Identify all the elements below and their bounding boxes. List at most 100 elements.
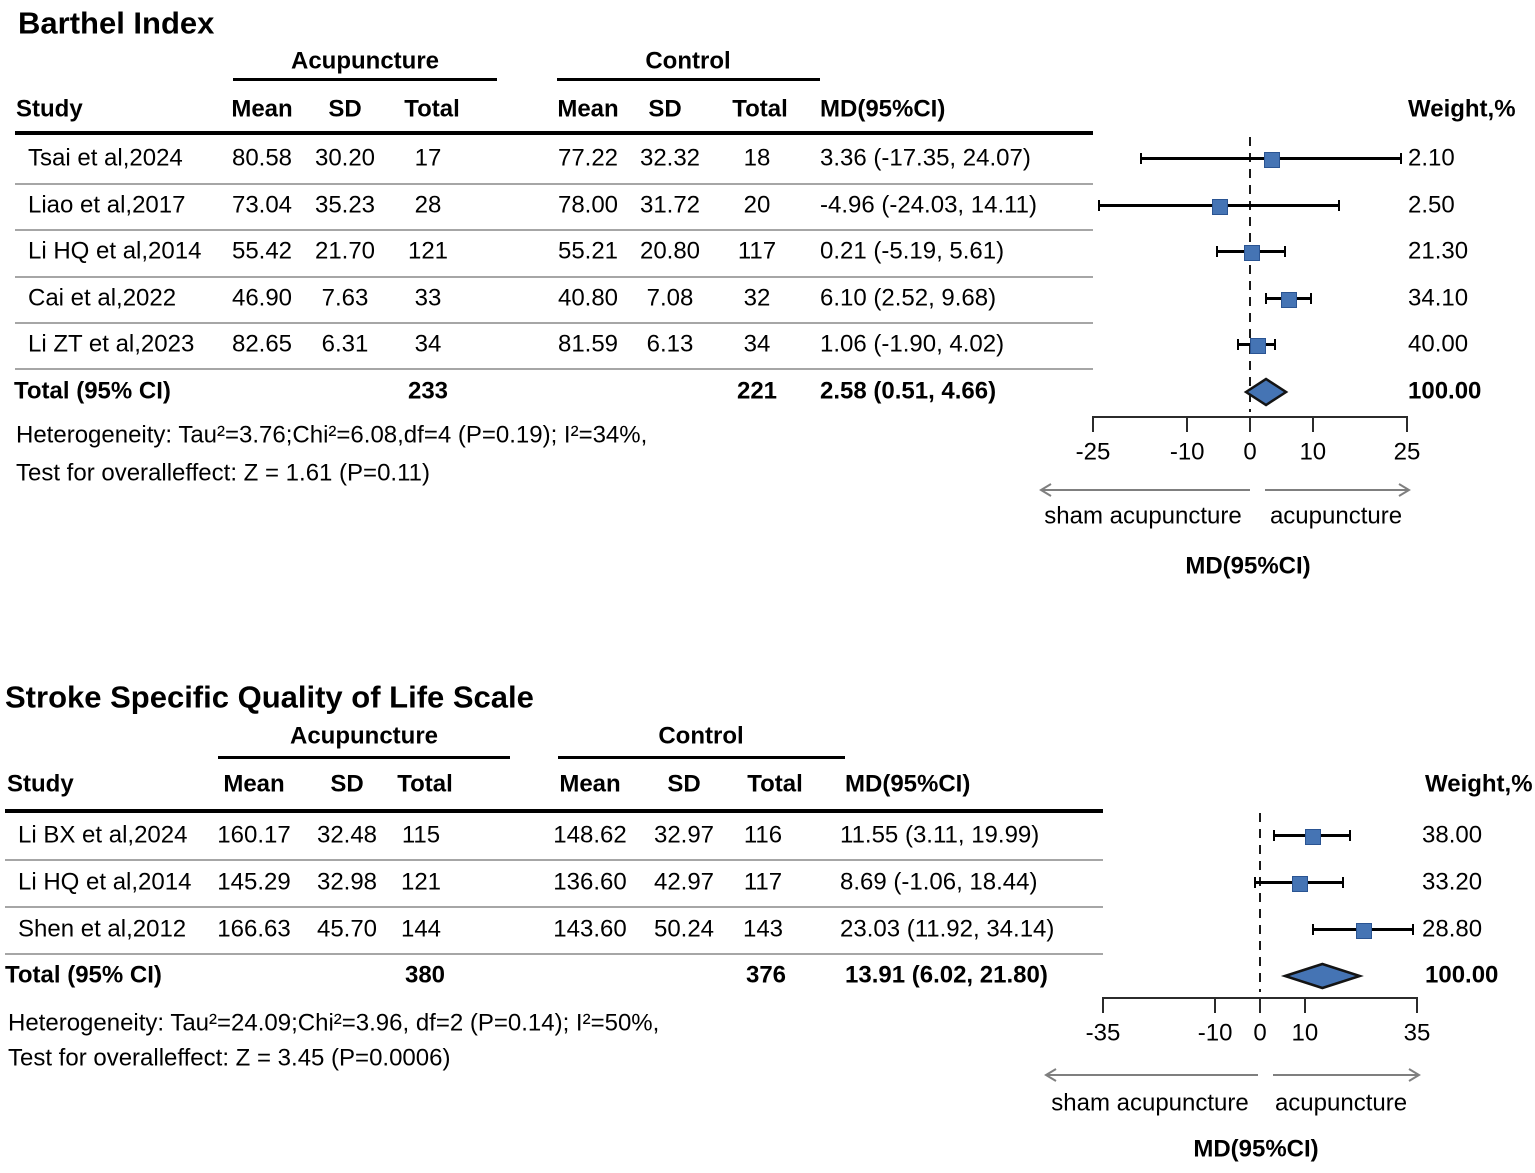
cell-acupuncture-mean: 73.04 [231,191,293,219]
col-header-acu-mean: Mean [231,95,293,123]
right-direction-label: acupuncture [1274,1089,1408,1117]
axis-tick-label: -25 [1075,438,1111,466]
axis-tick [1406,416,1408,432]
direction-arrows [1039,483,1411,497]
cell-acupuncture-mean: 82.65 [231,330,293,358]
total-diamond [1243,377,1289,407]
axis-tick-label: 25 [1393,438,1421,466]
axis-tick-label: -10 [1169,438,1205,466]
cell-md-ci: 3.36 (-17.35, 24.07) [820,144,1031,172]
row-separator [15,368,1093,370]
axis-title: MD(95%CI) [1193,1135,1319,1163]
cell-weight: 34.10 [1408,284,1469,312]
row-separator [15,322,1093,324]
cell-study: Tsai et al,2024 [28,144,183,172]
direction-arrows [1044,1068,1421,1082]
overall-effect-text: Test for overalleffect: Z = 1.61 (P=0.11… [16,459,430,487]
ci-cap-left [1312,924,1315,935]
col-header-acu-total: Total [397,770,453,798]
cell-acupuncture-total: 121 [407,237,449,265]
col-header-ctl-mean: Mean [557,95,619,123]
col-header-md-ci: MD(95%CI) [845,770,971,798]
cell-acupuncture-mean: 160.17 [217,821,291,849]
cell-acupuncture-total: 144 [400,915,442,943]
cell-control-mean: 136.60 [553,868,627,896]
total-weight: 100.00 [1425,961,1499,989]
ci-cap-left [1140,153,1143,164]
cell-control-mean: 143.60 [553,915,627,943]
cell-weight: 33.20 [1422,868,1483,896]
cell-md-ci: -4.96 (-24.03, 14.11) [820,191,1038,219]
cell-acupuncture-total: 28 [414,191,442,219]
axis-title: MD(95%CI) [1185,552,1311,580]
col-header-acu-sd: SD [328,95,362,123]
cell-control-mean: 148.62 [553,821,627,849]
ci-cap-left [1272,830,1275,841]
cell-study: Cai et al,2022 [28,284,177,312]
cell-md-ci: 23.03 (11.92, 34.14) [840,915,1055,943]
cell-acupuncture-total: 33 [414,284,442,312]
ci-cap-right [1400,153,1403,164]
cell-control-total: 20 [743,191,771,219]
cell-acupuncture-sd: 21.70 [314,237,376,265]
cell-weight: 21.30 [1408,237,1469,265]
group-underline-acupuncture [233,78,497,81]
row-separator [15,276,1093,278]
row-separator [5,906,1103,908]
cell-control-sd: 20.80 [639,237,701,265]
cell-study: Li HQ et al,2014 [18,868,192,896]
total-md-ci: 2.58 (0.51, 4.66) [820,377,997,405]
group-header-acupuncture: Acupuncture [289,722,439,750]
cell-acupuncture-total: 34 [414,330,442,358]
cell-md-ci: 11.55 (3.11, 19.99) [840,821,1040,849]
total-row-label: Total (95% CI) [14,377,171,405]
col-header-study: Study [7,770,74,798]
cell-control-total: 143 [742,915,784,943]
effect-square [1211,199,1228,215]
col-header-ctl-total: Total [732,95,788,123]
ci-cap-right [1309,293,1312,304]
cell-weight: 28.80 [1422,915,1483,943]
cell-study: Li BX et al,2024 [18,821,188,849]
cell-acupuncture-mean: 55.42 [231,237,293,265]
group-underline-acupuncture [218,756,510,759]
col-header-md-ci: MD(95%CI) [820,95,946,123]
ci-cap-left [1237,339,1240,350]
row-separator [5,859,1103,861]
cell-acupuncture-mean: 145.29 [217,868,291,896]
total-control-n: 376 [745,961,787,989]
axis-tick-label: 0 [1243,438,1257,466]
axis-tick [1303,997,1306,1013]
left-direction-label: sham acupuncture [1044,502,1242,530]
cell-control-sd: 7.08 [646,284,694,312]
effect-square [1304,829,1321,845]
cell-weight: 2.50 [1408,191,1455,219]
col-header-acu-sd: SD [330,770,364,798]
effect-square [1281,292,1298,308]
ci-cap-left [1098,200,1101,211]
ci-cap-right [1412,924,1415,935]
cell-acupuncture-sd: 45.70 [316,915,378,943]
group-header-control: Control [658,722,744,750]
effect-square [1249,338,1266,354]
axis-tick [1102,997,1104,1013]
axis-tick-label: 10 [1291,1019,1319,1047]
cell-control-total: 34 [743,330,771,358]
cell-control-sd: 32.32 [639,144,701,172]
cell-control-mean: 81.59 [557,330,619,358]
cell-control-sd: 42.97 [653,868,715,896]
group-underline-control [557,78,820,81]
cell-md-ci: 6.10 (2.52, 9.68) [820,284,997,312]
axis-tick-label: -10 [1197,1019,1233,1047]
total-md-ci: 13.91 (6.02, 21.80) [845,961,1048,989]
heterogeneity-text: Heterogeneity: Tau²=24.09;Chi²=3.96, df=… [8,1009,660,1037]
axis-tick [1259,997,1261,1013]
col-header-acu-mean: Mean [223,770,285,798]
group-underline-control [558,756,845,759]
zero-line [1249,137,1251,412]
section-title: Barthel Index [18,5,215,41]
cell-acupuncture-mean: 166.63 [217,915,291,943]
row-separator [15,229,1093,231]
ci-cap-left [1254,877,1257,888]
cell-control-total: 117 [743,868,783,896]
